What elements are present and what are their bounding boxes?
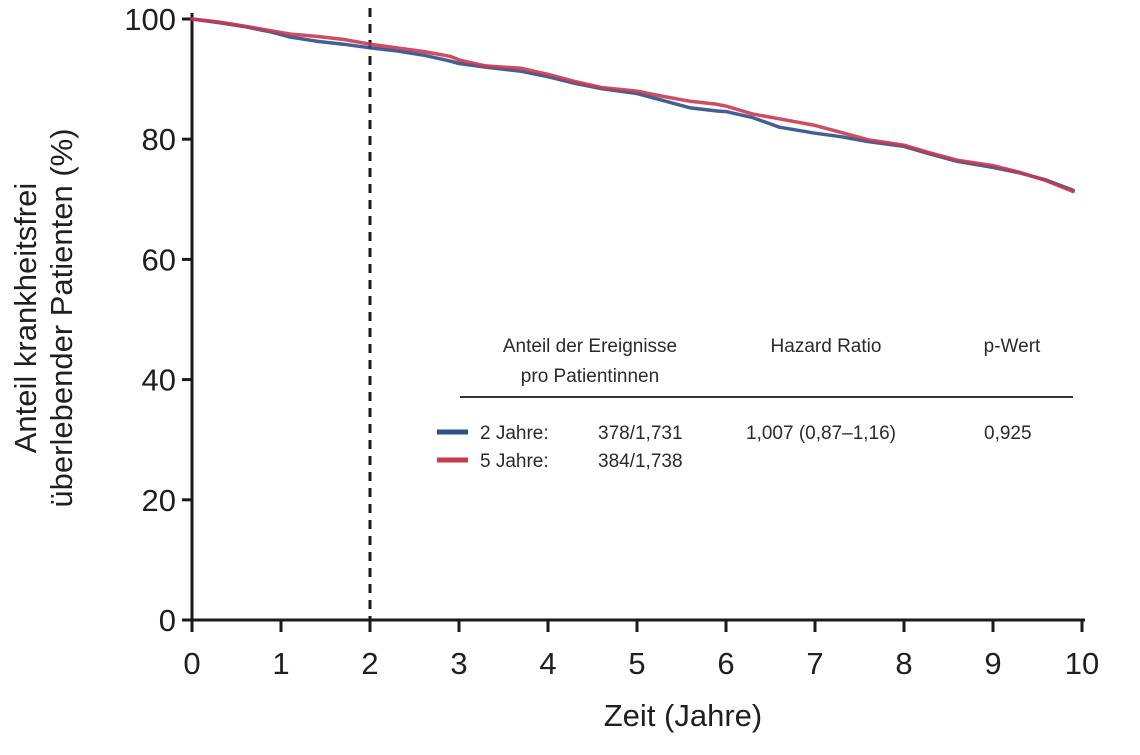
legend-row1-label: 2 Jahre:	[480, 423, 549, 444]
x-tick-label: 8	[895, 646, 912, 681]
y-tick-label: 80	[142, 122, 176, 157]
x-tick-label: 4	[539, 646, 556, 681]
x-tick-label: 3	[450, 646, 467, 681]
x-tick-label: 0	[183, 646, 200, 681]
legend-header-p: p-Wert	[984, 336, 1041, 357]
legend-table: Anteil der Ereignisse pro Patientinnen H…	[437, 336, 1073, 472]
legend-row1-events: 378/1,731	[598, 423, 683, 444]
legend-header-hazard: Hazard Ratio	[771, 336, 882, 357]
y-ticks: 0 20 40 60 80 100	[124, 2, 192, 638]
y-axis-title-line2: überlebender Patienten (%)	[44, 128, 79, 507]
x-tick-label: 7	[806, 646, 823, 681]
y-tick-label: 60	[142, 242, 176, 277]
legend-row1-p: 0,925	[984, 423, 1032, 444]
x-ticks: 0 1 2 3 4 5 6 7 8 9 10	[183, 620, 1099, 681]
x-tick-label: 6	[717, 646, 734, 681]
y-axis-title: Anteil krankheitsfrei überlebender Patie…	[8, 128, 79, 507]
x-tick-label: 5	[628, 646, 645, 681]
y-tick-label: 20	[142, 483, 176, 518]
series-line-2-jahre	[190, 17, 1075, 193]
y-axis-title-line1: Anteil krankheitsfrei	[8, 183, 43, 454]
x-tick-label: 9	[984, 646, 1001, 681]
x-axis-title: Zeit (Jahre)	[604, 698, 762, 733]
legend-row2-label: 5 Jahre:	[480, 451, 549, 472]
y-tick-label: 0	[159, 603, 176, 638]
legend-header-events-line2: pro Patientinnen	[521, 366, 659, 387]
legend-row2-events: 384/1,738	[598, 451, 683, 472]
x-tick-label: 10	[1065, 646, 1099, 681]
x-tick-label: 2	[361, 646, 378, 681]
series-line-5-jahre	[190, 17, 1075, 194]
x-tick-label: 1	[272, 646, 289, 681]
y-tick-label: 100	[124, 2, 176, 37]
legend-row1-hazard: 1,007 (0,87–1,16)	[746, 423, 896, 444]
y-tick-label: 40	[142, 363, 176, 398]
series-layer	[190, 17, 1075, 194]
legend-header-events-line1: Anteil der Ereignisse	[503, 336, 677, 357]
